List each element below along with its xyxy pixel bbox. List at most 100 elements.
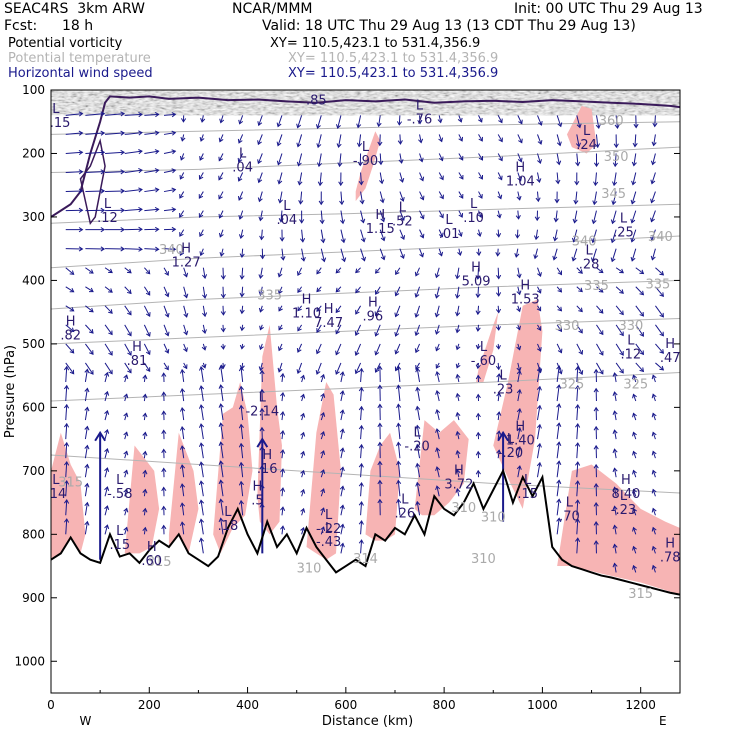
wind-vector — [124, 226, 143, 232]
hl-marker: L2.15 — [51, 102, 70, 131]
wind-vector — [514, 248, 520, 258]
wind-vector — [179, 502, 186, 516]
hl-letter: L — [620, 489, 628, 504]
wind-vector — [414, 343, 421, 354]
wind-vector — [556, 343, 563, 354]
pv-patch — [51, 432, 86, 560]
wind-vector — [356, 134, 363, 148]
wind-vector — [612, 524, 618, 535]
wind-vector — [336, 134, 342, 149]
terrain-line — [51, 468, 680, 596]
wind-vector — [455, 305, 461, 317]
wind-vector — [358, 462, 364, 478]
hl-letter: L — [445, 213, 453, 228]
wind-vector — [161, 410, 167, 421]
wind-vector — [358, 501, 364, 516]
wind-vector — [198, 404, 205, 421]
wind-vector — [218, 403, 224, 421]
wind-vector — [300, 431, 306, 440]
hl-letter: H — [520, 278, 530, 293]
wind-vector — [198, 499, 205, 516]
wind-vector — [496, 210, 502, 219]
wind-vector — [475, 343, 481, 350]
wind-vector — [377, 441, 383, 459]
wind-vector — [320, 507, 326, 516]
wind-vector — [650, 191, 656, 204]
wind-vector — [475, 412, 481, 421]
wind-vector — [316, 324, 322, 333]
wind-vector — [85, 111, 106, 117]
wind-vector — [415, 481, 421, 497]
wind-vector — [455, 392, 461, 402]
wind-vector — [104, 362, 113, 375]
wind-vector — [63, 499, 70, 516]
wind-vector — [218, 365, 224, 383]
wind-vector — [596, 305, 604, 314]
hl-value: .28 — [579, 257, 600, 272]
wind-vector — [123, 450, 129, 459]
wind-vector — [277, 343, 283, 352]
wind-vector — [575, 442, 581, 459]
hl-letter: H — [147, 540, 157, 555]
wind-vector — [655, 267, 665, 276]
theta-label: 315 — [58, 476, 83, 491]
wind-vector — [237, 191, 244, 201]
hl-value: .18 — [218, 519, 239, 534]
wind-vector — [556, 479, 562, 497]
x-tick-label: 1000 — [527, 698, 558, 712]
wind-vector — [592, 191, 598, 206]
hl-letter: L — [416, 99, 424, 114]
valid-time: Valid: 18 UTC Thu 29 Aug 13 (13 CDT Thu … — [262, 18, 636, 34]
hl-value: -.90 — [353, 154, 378, 169]
wind-vector — [476, 248, 482, 257]
hl-letter: L — [52, 102, 60, 117]
wind-vector — [238, 385, 244, 402]
wind-vector — [297, 305, 303, 312]
wind-vector — [495, 229, 502, 238]
wind-vector — [575, 365, 581, 383]
wind-vector — [163, 207, 177, 213]
wind-vector — [556, 153, 562, 166]
wind-vector — [377, 422, 383, 440]
theta-label: 310 — [471, 552, 496, 567]
wind-vector — [575, 134, 581, 148]
wind-vector — [556, 498, 562, 516]
wind-vector — [84, 368, 90, 383]
theta-label: 325 — [559, 377, 584, 392]
hl-letter: L — [325, 508, 333, 523]
wind-vector — [593, 482, 599, 497]
hl-marker: H.82 — [60, 315, 81, 344]
wind-vector — [220, 362, 226, 369]
wind-vector — [495, 362, 502, 371]
wind-vector — [593, 153, 600, 168]
wind-vector — [219, 115, 225, 124]
wind-vector — [63, 365, 70, 383]
wind-vector — [320, 229, 326, 244]
hl-marker: L.15 — [109, 524, 130, 553]
wind-vector — [85, 267, 94, 274]
wind-vector — [631, 153, 637, 167]
wind-vector — [85, 207, 106, 213]
theta-contour — [51, 371, 680, 402]
pv-patch — [124, 445, 160, 554]
wind-vector — [163, 246, 177, 252]
wind-vector — [556, 403, 562, 421]
wind-vector — [457, 248, 463, 257]
wind-vector — [358, 539, 364, 554]
y-tick-label: 100 — [22, 83, 45, 97]
wind-vector — [218, 441, 224, 459]
wind-vector — [63, 518, 70, 535]
wind-vector — [516, 286, 522, 296]
hl-value: .5 — [251, 494, 263, 509]
wind-vector — [415, 424, 421, 440]
wind-vector — [296, 115, 303, 129]
wind-vector — [63, 422, 70, 440]
wind-vector — [300, 393, 306, 402]
wind-vector — [144, 246, 160, 252]
wind-vector — [238, 423, 244, 440]
wind-vector — [575, 153, 581, 167]
wind-vector — [237, 153, 244, 163]
theta-contour — [51, 121, 680, 135]
wind-vector — [85, 286, 94, 293]
wind-vector — [394, 286, 401, 297]
